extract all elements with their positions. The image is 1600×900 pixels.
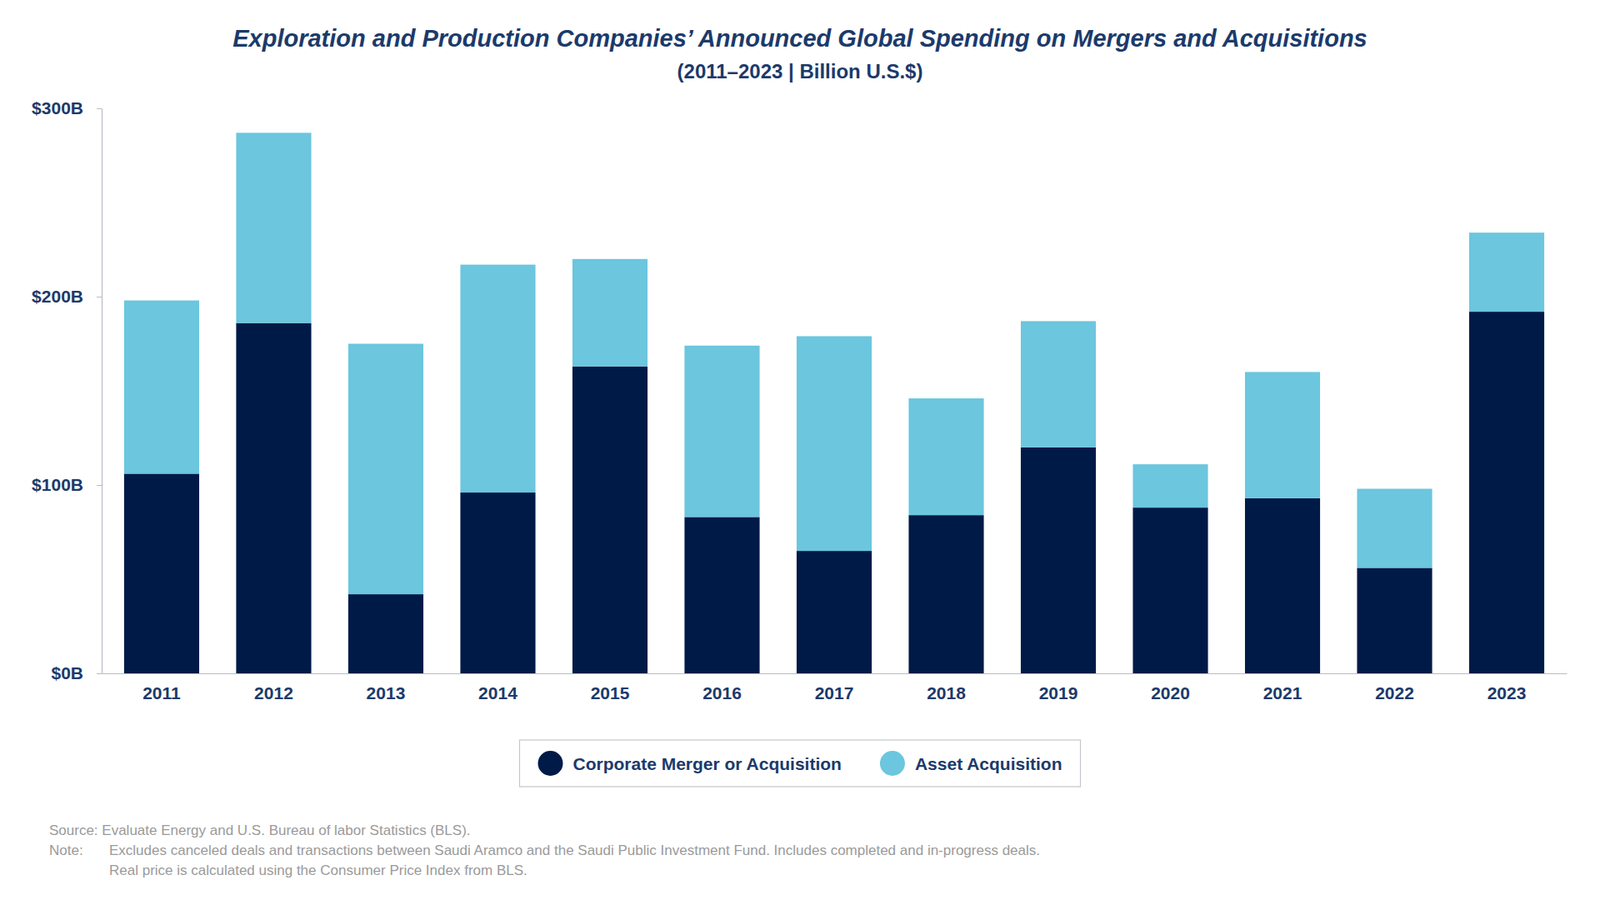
y-tick-mark [96,485,102,486]
x-tick-label: 2023 [1487,683,1527,703]
y-tick-label: $200B [31,286,84,306]
x-tick: 2016 [702,683,742,703]
legend-swatch [537,750,563,776]
bar [1469,311,1545,674]
bar [124,473,200,674]
y-tick: $300B [31,98,102,118]
bar [124,300,200,475]
legend-item: Corporate Merger or Acquisition [537,750,841,776]
bar [1469,232,1545,312]
x-tick: 2020 [1150,683,1190,703]
bar [235,132,311,323]
x-tick-label: 2021 [1263,683,1303,703]
y-tick-mark [96,108,102,110]
legend-label: Corporate Merger or Acquisition [572,754,841,774]
bar [348,594,424,674]
y-tick-label: $100B [31,475,84,495]
x-tick-label: 2012 [254,683,294,703]
plot: $0B$100B$200B$300B2011201220132014201520… [31,98,1567,703]
bars [124,132,1545,674]
x-tick: 2018 [926,683,966,703]
x-tick-label: 2013 [366,683,406,703]
note: Real price is calculated using the Consu… [109,862,528,879]
source: Source: Evaluate Energy and U.S. Bureau … [49,822,471,839]
x-tick-label: 2018 [926,683,966,703]
y-tick-label: $300B [31,98,84,118]
x-tick-label: 2016 [702,683,742,703]
note: Excludes canceled deals and transactions… [109,842,1040,859]
x-tick-label: 2014 [478,683,518,703]
bar [1020,320,1096,447]
bar [348,344,424,595]
bar [796,335,872,551]
bar [460,265,535,493]
x-tick-label: 2019 [1039,683,1079,703]
legend: Corporate Merger or Acquisition Asset Acq… [519,740,1080,787]
bar [572,259,648,367]
legend-item: Asset Acquisition [880,750,1063,776]
bar [1020,447,1096,674]
bar [684,516,760,674]
x-tick-label: 2017 [815,683,855,703]
series [124,132,1545,595]
bar [796,550,872,674]
bar [235,323,311,674]
y-tick: $200B [31,286,102,306]
legend-box [519,740,1080,787]
x-tick: 2014 [478,683,518,703]
bar [1245,498,1320,674]
series [124,311,1545,674]
y-tick-label: $0B [50,663,84,683]
bar [684,345,760,518]
x-axis-line [102,673,1568,675]
y-tick-mark [96,673,102,675]
bar [572,366,648,674]
x-tick: 2012 [254,683,294,703]
x-tick: 2021 [1263,683,1303,703]
x-tick: 2011 [142,683,181,703]
legend-label: Asset Acquisition [915,754,1063,774]
x-tick: 2015 [590,683,630,703]
chart: Exploration and Production Companies’ An… [0,0,1600,900]
y-tick: $0B [50,663,102,683]
title: Exploration and Production Companies’ An… [232,25,1367,52]
x-tick-label: 2011 [142,683,181,703]
x-tick-label: 2022 [1375,683,1415,703]
y-tick: $100B [31,475,102,495]
legend-items: Corporate Merger or Acquisition Asset Acq… [537,750,1062,776]
y-axis-line [101,109,103,675]
x-tick-label: 2015 [590,683,630,703]
bar [908,515,984,674]
y-tick-mark [96,296,102,298]
bar [1245,371,1320,498]
x-tick: 2013 [366,683,406,703]
legend-swatch [880,750,905,776]
bar [1356,567,1432,674]
x-tick: 2019 [1039,683,1079,703]
x-tick: 2023 [1487,683,1527,703]
bar [1132,507,1208,674]
x-axis: 2011 2012 2013 2014 2015 2016 2017 2018 2019 2020… [102,674,1568,703]
bar [1132,464,1208,508]
x-tick-label: 2020 [1150,683,1190,703]
x-tick: 2022 [1375,683,1415,703]
bar [1356,489,1432,569]
bar [460,492,535,674]
subtitle: (2011–2023 | Billion U.S.$) [677,60,924,83]
y-axis: $0B $100B $200B $300B [31,98,102,683]
x-tick: 2017 [815,683,855,703]
footnotes: Source: Evaluate Energy and U.S. Bureau … [49,822,1040,879]
note-label: Note: [49,842,84,859]
bar [908,398,984,515]
